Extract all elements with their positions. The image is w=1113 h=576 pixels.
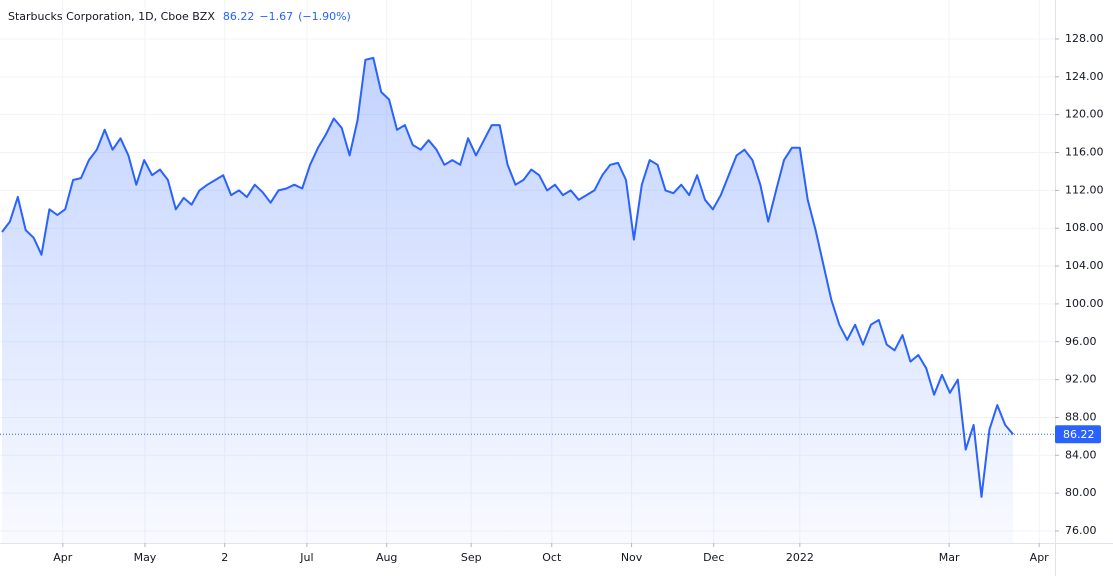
x-tick-label: Jul — [299, 551, 313, 564]
y-tick-label: 104.00 — [1065, 259, 1104, 272]
y-tick-label: 120.00 — [1065, 108, 1104, 121]
y-tick-label: 108.00 — [1065, 221, 1104, 234]
x-tick-label: Apr — [1030, 551, 1050, 564]
x-tick-label: May — [134, 551, 157, 564]
legend-title: Starbucks Corporation, 1D, Cboe BZX — [8, 10, 215, 23]
y-tick-label: 112.00 — [1065, 183, 1104, 196]
plot — [0, 56, 1055, 544]
last-price-box — [1055, 425, 1101, 444]
y-tick-label: 84.00 — [1065, 448, 1097, 461]
y-tick-label: 76.00 — [1065, 524, 1097, 537]
y-tick-label: 124.00 — [1065, 70, 1104, 83]
x-tick-label: Mar — [939, 551, 960, 564]
y-tick-label: 96.00 — [1065, 335, 1097, 348]
y-tick-label: 88.00 — [1065, 410, 1097, 423]
y-tick-label: 128.00 — [1065, 32, 1104, 45]
legend-change: −1.67 — [259, 10, 293, 23]
y-tick-label: 116.00 — [1065, 146, 1104, 159]
x-tick-label: Apr — [53, 551, 73, 564]
price-line — [1, 56, 1014, 498]
x-tick-label: Aug — [376, 551, 397, 564]
x-tick-label: 2 — [221, 551, 228, 564]
y-tick-label: 80.00 — [1065, 486, 1097, 499]
legend-change-pct: (−1.90%) — [298, 10, 351, 23]
x-tick-label: Sep — [461, 551, 482, 564]
x-tick-label: 2022 — [786, 551, 814, 564]
x-tick-label: Nov — [621, 551, 643, 564]
y-tick-label: 92.00 — [1065, 373, 1097, 386]
y-tick-label: 100.00 — [1065, 297, 1104, 310]
area-fill — [2, 57, 1014, 544]
last-price-label: 86.22 — [1063, 428, 1095, 441]
x-tick-label: Dec — [703, 551, 724, 564]
x-tick-label: Oct — [542, 551, 562, 564]
legend-price: 86.22 — [223, 10, 255, 23]
axes: 76.00 80.00 84.00 88.00 92.00 96.00 100.00 104.… — [53, 32, 1103, 564]
